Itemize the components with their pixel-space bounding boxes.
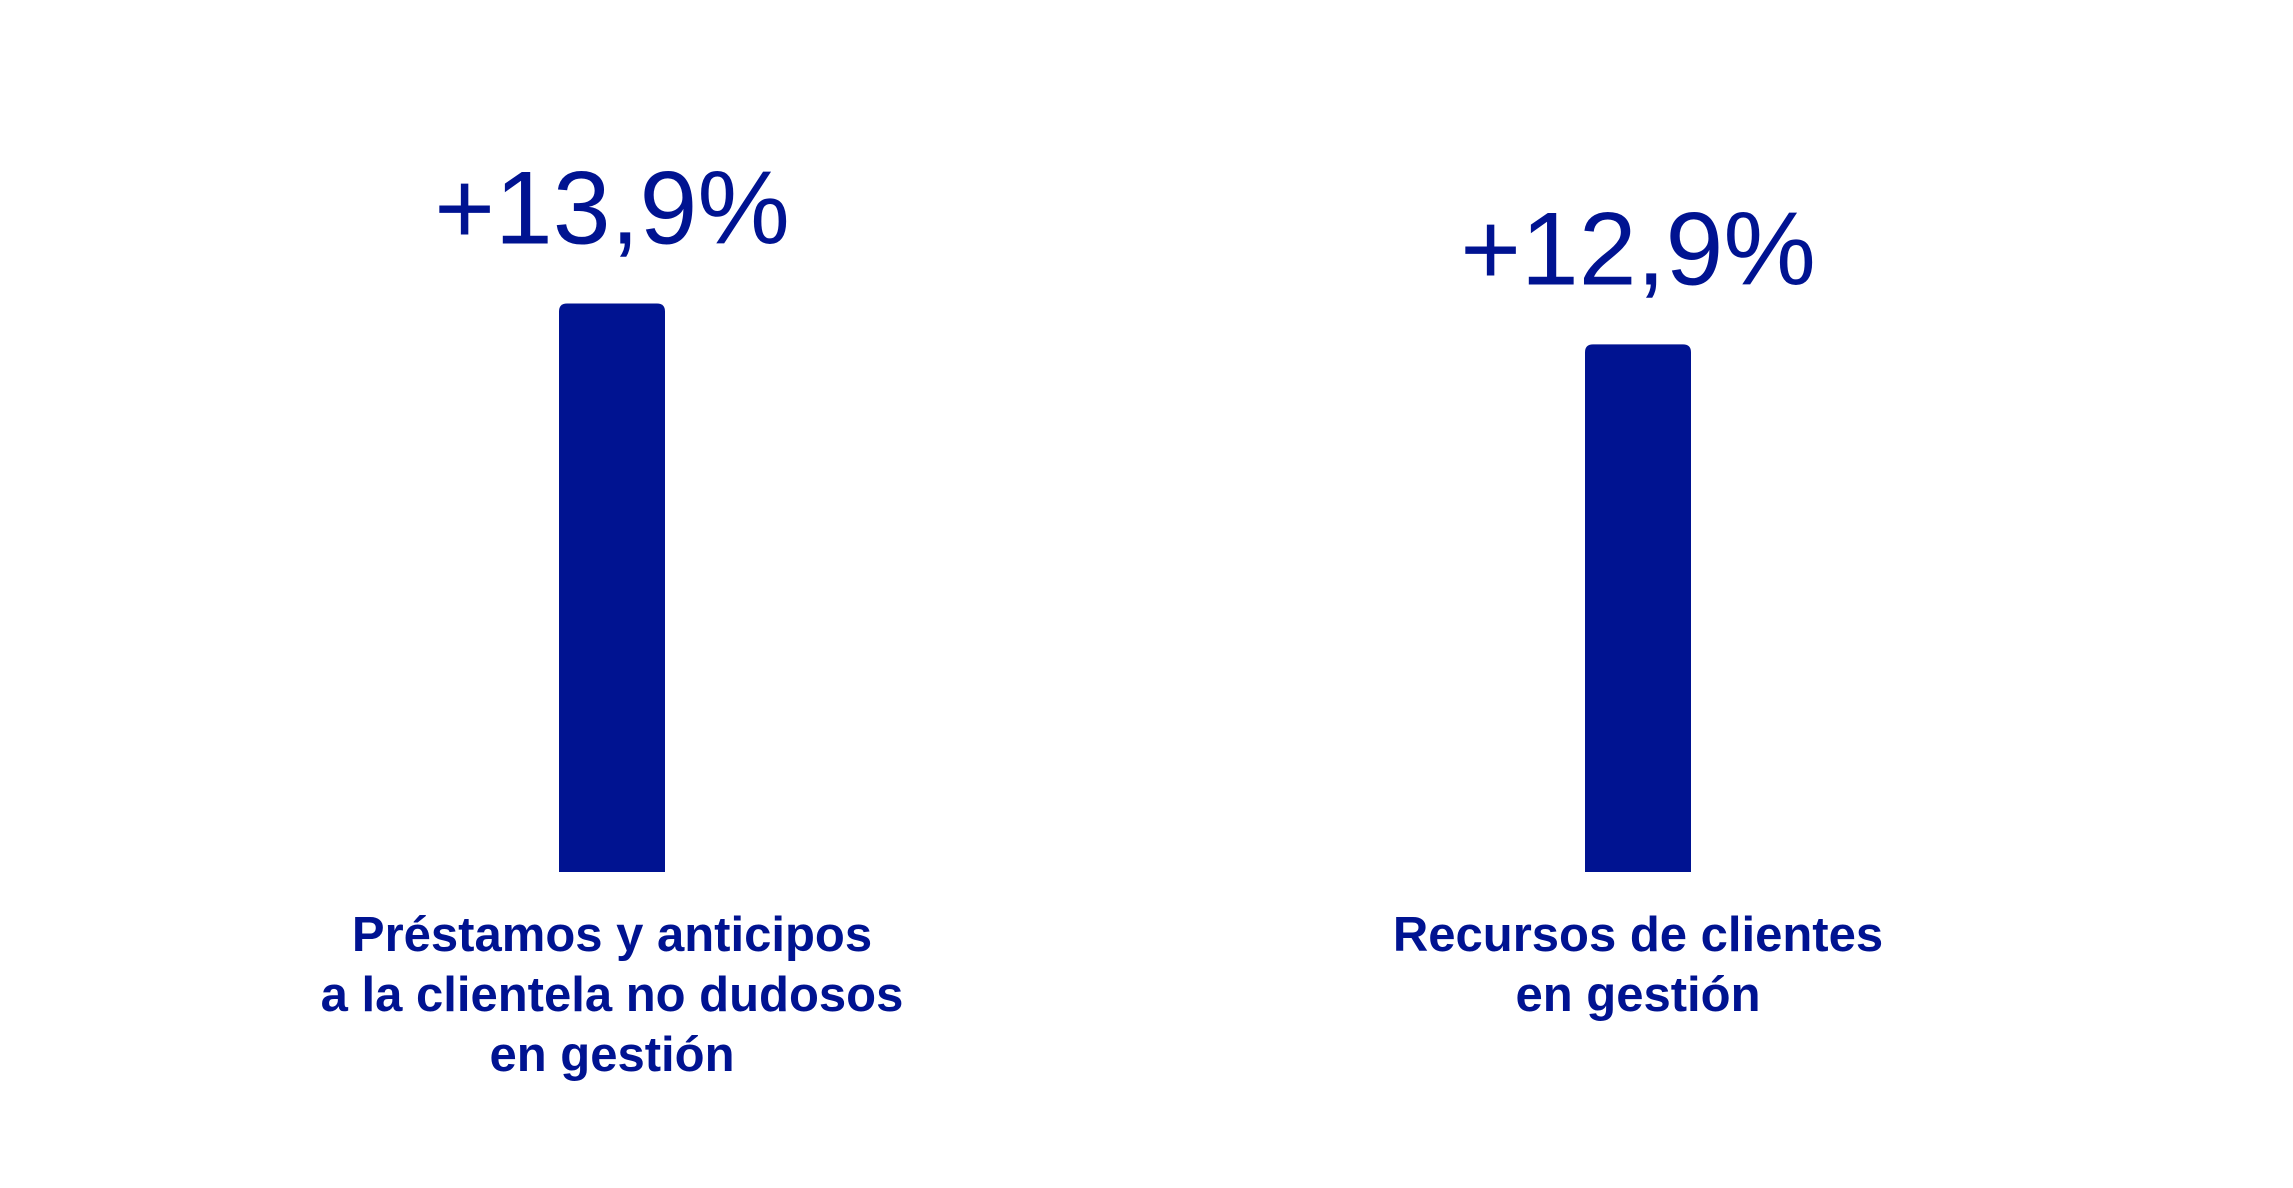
bar bbox=[1585, 344, 1691, 872]
bar bbox=[559, 303, 665, 872]
value-label: +12,9% bbox=[1460, 191, 1816, 307]
category-label: Recursos de clientes en gestión bbox=[1392, 908, 1884, 1022]
category-label: Préstamos y anticipos a la clientela no … bbox=[320, 908, 904, 1082]
value-label: +13,9% bbox=[434, 150, 790, 266]
